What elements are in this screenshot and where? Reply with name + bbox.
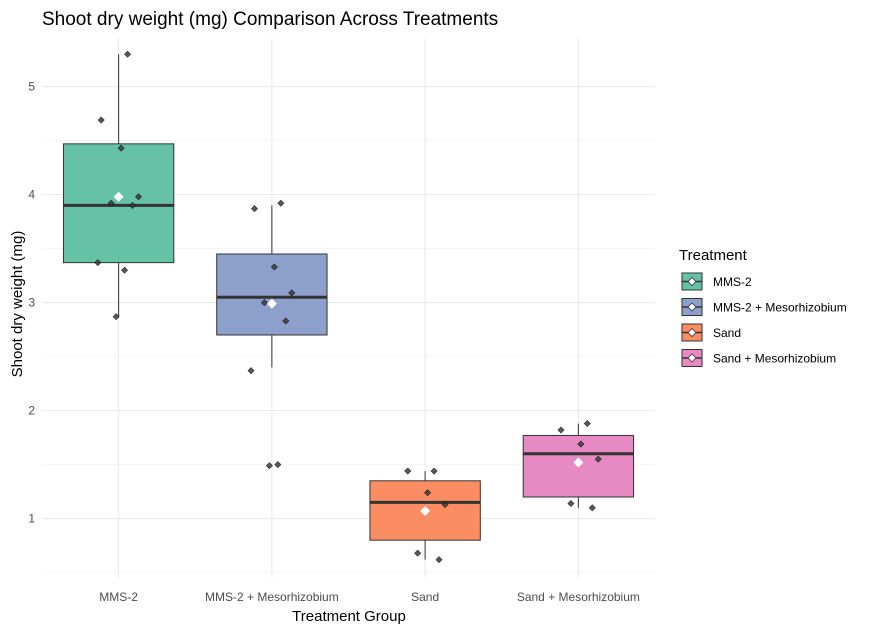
data-point bbox=[274, 461, 282, 469]
data-point bbox=[282, 317, 290, 325]
data-point bbox=[583, 420, 591, 428]
y-tick-label: 1 bbox=[28, 512, 35, 526]
legend-label: Sand bbox=[713, 326, 741, 340]
x-tick-label: Sand bbox=[411, 590, 439, 604]
data-point bbox=[117, 144, 125, 152]
data-point bbox=[94, 259, 102, 267]
x-tick-label: Sand + Mesorhizobium bbox=[517, 590, 640, 604]
mean-marker bbox=[420, 506, 431, 517]
legend-key-marker bbox=[687, 276, 697, 287]
legend-label: MMS-2 bbox=[713, 275, 752, 289]
legend-key-marker bbox=[687, 302, 697, 312]
y-tick-label: 3 bbox=[28, 296, 35, 310]
data-point bbox=[567, 499, 575, 508]
plot-area: 1 2 3 4 5 MMS-2 MMS-2 + Mesorhizobium Sand Sand … bbox=[28, 38, 655, 604]
legend-label: MMS-2 + Mesorhizobium bbox=[713, 301, 847, 315]
x-tick-label: MMS-2 + Mesorhizobium bbox=[205, 590, 339, 604]
legend-item: MMS-2 bbox=[681, 272, 752, 291]
data-point bbox=[435, 556, 443, 564]
legend-key-marker bbox=[687, 327, 697, 338]
data-point bbox=[112, 313, 120, 321]
data-point bbox=[260, 299, 268, 307]
data-point bbox=[424, 489, 432, 497]
x-tick-label: MMS-2 bbox=[99, 590, 138, 604]
data-point bbox=[134, 193, 143, 201]
x-axis-title: Treatment Group bbox=[292, 608, 406, 625]
data-point bbox=[557, 426, 565, 434]
data-point bbox=[577, 440, 585, 448]
data-point bbox=[250, 205, 259, 213]
data-point bbox=[107, 199, 115, 207]
legend-item: Sand bbox=[681, 323, 741, 342]
data-point bbox=[430, 467, 438, 475]
y-axis-title: Shoot dry weight (mg) bbox=[9, 231, 26, 378]
legend-label: Sand + Mesorhizobium bbox=[713, 352, 836, 366]
legend-item: Sand + Mesorhizobium bbox=[681, 349, 836, 367]
mean-marker bbox=[266, 298, 277, 309]
y-tick-label: 2 bbox=[28, 404, 35, 418]
box bbox=[62, 143, 175, 264]
legend-key-marker bbox=[687, 353, 697, 363]
y-tick-label: 4 bbox=[28, 188, 35, 202]
data-point bbox=[270, 263, 278, 271]
legend: Treatment MMS-2 MMS-2 + Mesorhizobium Sand… bbox=[679, 247, 847, 367]
data-point bbox=[404, 467, 412, 475]
data-point bbox=[128, 201, 137, 209]
mean-marker bbox=[113, 191, 124, 202]
data-point bbox=[588, 504, 596, 512]
legend-title: Treatment bbox=[679, 247, 748, 264]
chart-title: Shoot dry weight (mg) Comparison Across … bbox=[42, 9, 498, 30]
data-point bbox=[97, 116, 105, 124]
y-tick-label: 5 bbox=[28, 80, 35, 94]
data-point bbox=[121, 266, 129, 274]
data-point bbox=[277, 199, 285, 207]
data-point bbox=[288, 289, 296, 297]
data-point bbox=[124, 50, 132, 58]
data-point bbox=[594, 455, 602, 463]
data-point bbox=[441, 501, 449, 509]
data-point bbox=[414, 549, 422, 557]
legend-item: MMS-2 + Mesorhizobium bbox=[681, 298, 847, 316]
data-point bbox=[265, 462, 273, 470]
mean-marker bbox=[573, 457, 584, 468]
data-point bbox=[247, 367, 255, 375]
